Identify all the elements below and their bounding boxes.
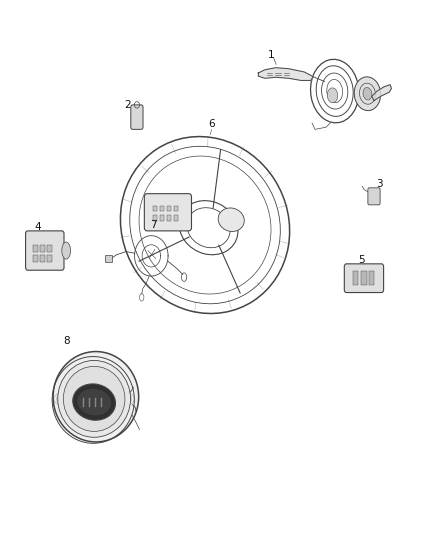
Bar [33, 255, 38, 262]
Text: 6: 6 [208, 119, 215, 129]
Bar [47, 245, 52, 252]
FancyBboxPatch shape [145, 193, 191, 231]
Ellipse shape [354, 77, 381, 111]
Ellipse shape [58, 360, 131, 437]
Bar [166, 206, 171, 211]
Bar [353, 271, 358, 285]
Text: 1: 1 [268, 50, 275, 60]
Bar [105, 255, 112, 262]
Bar [47, 255, 52, 262]
FancyBboxPatch shape [344, 264, 384, 293]
Ellipse shape [73, 384, 116, 420]
Bar [40, 255, 45, 262]
Ellipse shape [62, 242, 71, 259]
Bar [159, 215, 164, 221]
Ellipse shape [327, 88, 338, 103]
Text: 2: 2 [124, 100, 131, 110]
Polygon shape [372, 85, 392, 101]
Text: 8: 8 [63, 336, 70, 346]
Bar [159, 206, 164, 211]
Bar [173, 215, 178, 221]
Ellipse shape [64, 366, 125, 431]
Ellipse shape [53, 352, 139, 442]
Ellipse shape [78, 389, 110, 415]
Bar [166, 215, 171, 221]
Text: 5: 5 [358, 255, 365, 265]
Bar [369, 271, 374, 285]
Bar [152, 215, 157, 221]
FancyBboxPatch shape [25, 231, 64, 270]
Polygon shape [258, 68, 313, 80]
Bar [173, 206, 178, 211]
Bar [33, 245, 38, 252]
Text: 7: 7 [150, 220, 157, 230]
Bar [361, 271, 367, 285]
Ellipse shape [218, 208, 244, 231]
FancyBboxPatch shape [368, 188, 380, 205]
Bar [152, 206, 157, 211]
Bar [40, 245, 45, 252]
Ellipse shape [363, 87, 372, 100]
Text: 3: 3 [376, 179, 383, 189]
Text: 4: 4 [35, 222, 42, 232]
FancyBboxPatch shape [131, 105, 143, 130]
